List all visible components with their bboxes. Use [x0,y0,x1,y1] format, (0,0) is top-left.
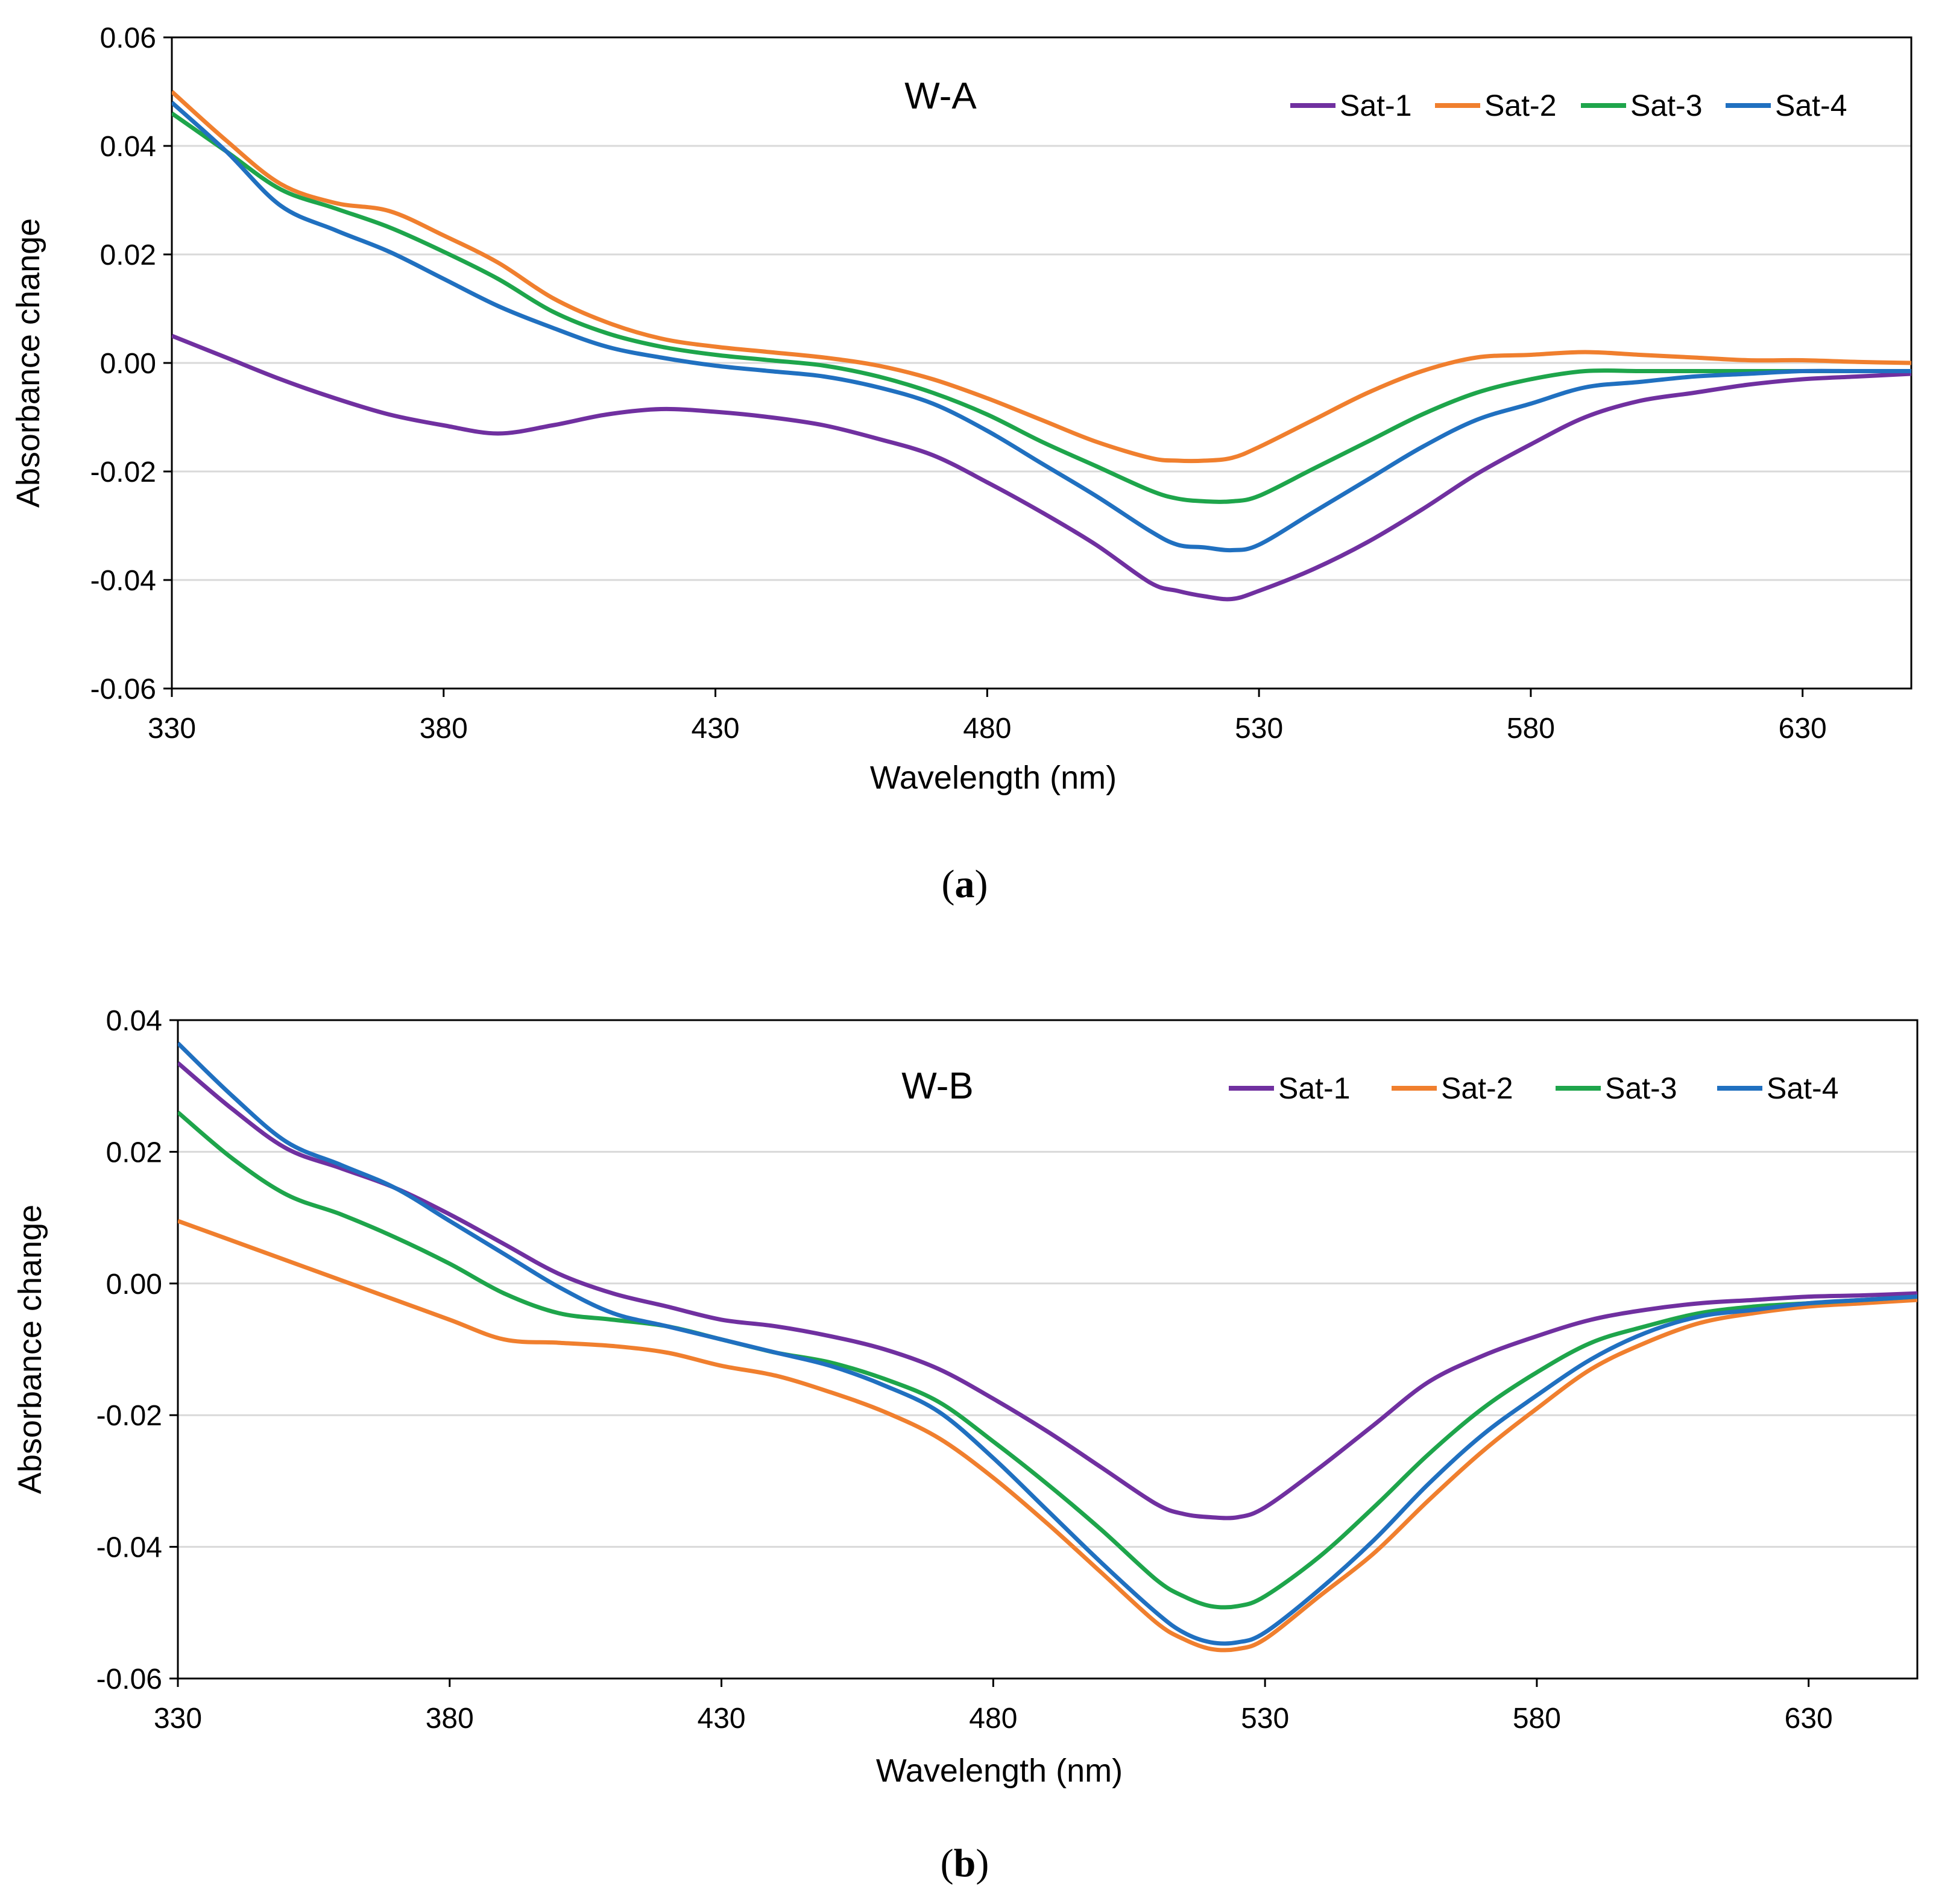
series-line-sat-3 [172,112,1911,504]
chart-panel-b: 0.04 0.02 0.00 -0.02 -0.04 -0.06 330 380 430 480 5… [12,1005,1919,1885]
x-tick-label: 480 [963,713,1011,745]
caption-paren: ( [942,862,955,906]
series-line-sat-1 [172,333,1911,602]
x-tick-label: 330 [148,713,196,745]
y-tick-label: -0.06 [96,1663,162,1695]
legend-label: Sat-3 [1605,1071,1677,1105]
x-tick-label: 530 [1241,1703,1289,1735]
x-tick-label: 530 [1235,713,1283,745]
plot-frame [177,1019,1919,1680]
panel-caption: (b) [941,1841,989,1885]
caption-letter: a [955,862,975,906]
legend-label: Sat-4 [1767,1071,1839,1105]
x-axis-title: Wavelength (nm) [876,1753,1123,1789]
series-line-sat-2 [178,1218,1917,1653]
series-line-sat-4 [172,101,1911,553]
caption-paren: ( [941,1841,954,1885]
y-tick-label: -0.02 [90,456,156,488]
legend-label: Sat-1 [1340,89,1412,122]
caption-paren: ) [975,862,988,906]
series-line-sat-1 [178,1061,1917,1521]
legend-label: Sat-2 [1484,89,1557,122]
y-tick-label: 0.02 [106,1136,162,1168]
y-tick-label: 0.00 [106,1269,162,1300]
y-tick-label: -0.06 [90,673,156,705]
y-tick-label: 0.02 [100,239,156,271]
x-tick-label: 430 [692,713,740,745]
x-tick-label: 480 [969,1703,1017,1735]
y-axis-title: Absorbance change [10,218,46,508]
y-tick-label: -0.04 [96,1532,162,1564]
legend-label: Sat-2 [1441,1071,1513,1105]
legend-label: Sat-3 [1630,89,1703,122]
legend-label: Sat-4 [1775,89,1847,122]
panel-title: W-B [901,1065,973,1107]
x-axis-title: Wavelength (nm) [870,760,1117,796]
series-line-sat-4 [178,1041,1917,1646]
y-tick-label: 0.06 [100,22,156,54]
legend-label: Sat-1 [1278,1071,1351,1105]
y-tick-label: 0.04 [106,1005,162,1037]
caption-letter: b [954,1841,976,1885]
y-tick-label: 0.00 [100,348,156,380]
caption-paren: ) [976,1841,989,1885]
x-tick-label: 380 [426,1703,474,1735]
x-tick-label: 380 [420,713,468,745]
y-axis-title: Absorbance change [12,1205,48,1494]
y-tick-label: -0.04 [90,565,156,597]
y-tick-label: 0.04 [100,131,156,163]
series-line-sat-2 [172,90,1911,464]
x-tick-label: 330 [154,1703,202,1735]
series-line-sat-3 [178,1111,1917,1610]
x-tick-label: 580 [1513,1703,1561,1735]
x-tick-label: 580 [1507,713,1555,745]
x-tick-label: 630 [1779,713,1827,745]
panel-title: W-A [904,75,977,117]
y-tick-label: -0.02 [96,1400,162,1432]
chart-panel-a: 0.06 0.04 0.02 0.00 -0.02 -0.04 -0.06 330 380 430… [10,22,1913,906]
x-tick-label: 630 [1785,1703,1833,1735]
panel-caption: (a) [942,862,988,906]
x-tick-label: 430 [698,1703,746,1735]
